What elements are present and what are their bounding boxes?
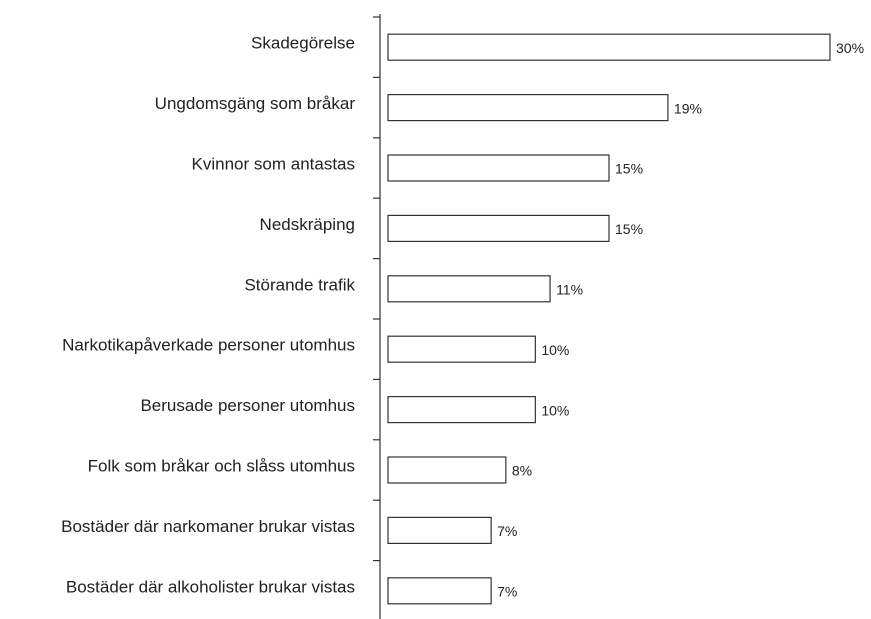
value-label: 19% [674,100,702,116]
value-label: 15% [615,161,643,177]
category-label: Störande trafik [244,275,355,294]
value-label: 30% [836,40,864,56]
bar [387,396,536,424]
category-label: Berusade personer utomhus [140,396,355,415]
category-label: Skadegörelse [251,34,355,53]
category-label: Bostäder där alkoholister brukar vistas [66,577,355,596]
category-label: Folk som bråkar och slåss utomhus [88,456,355,475]
value-label: 7% [497,523,517,539]
value-label: 10% [541,402,569,418]
bar [387,33,831,61]
category-label: Kvinnor som antastas [192,154,355,173]
value-label: 11% [556,282,583,298]
value-label: 7% [497,584,517,600]
value-label: 15% [615,221,643,237]
bar [387,93,669,122]
category-label: Ungdomsgäng som bråkar [155,94,356,113]
category-label: Nedskräping [260,215,355,234]
category-label: Narkotikapåverkade personer utomhus [62,336,355,355]
bar [387,516,492,545]
bar [387,214,610,242]
category-label: Bostäder där narkomaner brukar vistas [61,517,355,536]
bar [387,577,492,605]
bar [387,275,551,303]
bar [387,456,507,484]
value-label: 8% [512,463,532,479]
bar [387,335,536,363]
value-label: 10% [541,342,569,358]
bar [387,154,610,182]
